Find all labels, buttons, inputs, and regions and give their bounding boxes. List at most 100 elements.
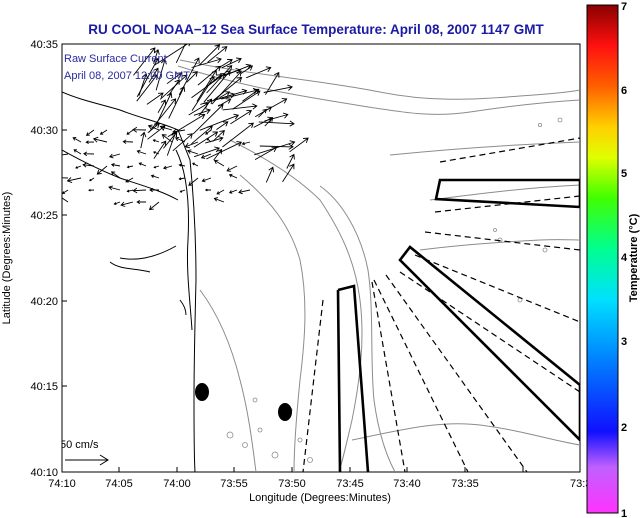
colorbar-tick: 5	[621, 168, 627, 180]
current-vector-arrow	[222, 68, 242, 76]
current-vector-arrow	[125, 177, 134, 183]
colorbar-tick: 2	[621, 422, 627, 434]
x-tick-label: 73:50	[278, 478, 306, 490]
current-vector-arrow	[166, 72, 183, 85]
current-vector-arrow	[146, 92, 164, 105]
current-vector-arrow	[222, 103, 258, 111]
current-vector-arrow	[241, 141, 251, 146]
current-vector-arrow	[178, 163, 186, 167]
current-vector-arrow	[172, 133, 193, 152]
current-vector-arrow	[136, 74, 158, 102]
current-vector-arrow	[75, 165, 82, 169]
x-tick-label: 73:45	[336, 478, 364, 490]
current-vector-arrow	[204, 188, 211, 192]
x-axis: 74:10 74:05 74:00 73:55 73:50 73:45 73:4…	[48, 467, 591, 504]
x-tick-label: 73:40	[393, 478, 421, 490]
current-vector-arrow	[172, 128, 186, 135]
x-tick-label: 74:10	[48, 478, 76, 490]
station-marker-2	[278, 403, 292, 421]
current-vector-arrow	[133, 47, 156, 76]
current-vector-arrow	[184, 141, 199, 149]
current-vector-arrow	[201, 177, 212, 183]
y-tick-label: 40:30	[30, 125, 58, 137]
x-tick-label: 73:35	[451, 478, 479, 490]
current-vector-arrow	[132, 126, 147, 133]
y-axis-label: Latitude (Degrees:Minutes)	[1, 192, 13, 325]
colorbar-tick: 3	[621, 336, 627, 348]
current-vector-arrow	[240, 65, 254, 75]
surface-current-vectors	[62, 44, 309, 211]
current-vector-arrow	[88, 188, 95, 192]
current-vector-arrow	[66, 177, 82, 184]
x-tick-label: 74:05	[105, 478, 133, 490]
current-vector-arrow	[85, 129, 95, 136]
current-vector-arrow	[113, 201, 121, 206]
current-vector-arrow	[149, 187, 159, 193]
current-vector-arrow	[258, 120, 295, 127]
current-vector-arrow	[213, 159, 225, 167]
current-vector-arrow	[120, 201, 134, 207]
current-vector-arrow	[136, 200, 146, 205]
current-vector-arrow	[264, 117, 274, 127]
current-vector-arrow	[122, 139, 134, 144]
current-vector-arrow	[216, 189, 225, 195]
current-vector-arrow	[289, 137, 309, 153]
current-vector-arrow	[85, 140, 95, 144]
current-vector-arrow	[193, 108, 211, 116]
current-vector-arrow	[132, 187, 147, 194]
current-vector-arrow	[179, 189, 186, 193]
current-vector-arrow	[178, 57, 200, 96]
current-vector-arrow	[62, 189, 69, 194]
current-vector-arrow	[110, 162, 121, 167]
current-vector-arrow	[259, 143, 294, 150]
current-vector-arrow	[221, 57, 242, 69]
speckle-contours	[226, 117, 563, 463]
current-vector-arrow	[200, 153, 212, 159]
sector-dashed-lines	[302, 137, 580, 472]
current-vector-arrow	[153, 49, 160, 64]
current-vector-arrow	[72, 136, 82, 143]
colorbar-tick: 4	[621, 252, 628, 264]
current-vector-arrow	[191, 57, 222, 68]
y-tick-label: 40:10	[30, 467, 58, 479]
current-vector-arrow	[218, 98, 232, 107]
current-vector-arrow	[82, 162, 95, 168]
current-vector-arrow	[192, 162, 199, 167]
current-vector-arrow	[286, 153, 295, 169]
current-vector-arrow	[148, 67, 159, 83]
current-vector-arrow	[205, 129, 212, 135]
current-vector-arrow	[152, 139, 160, 143]
current-vector-arrow	[62, 153, 69, 156]
figure-title: RU COOL NOAA−12 Sea Surface Temperature:…	[88, 22, 544, 37]
current-vector-arrow	[140, 131, 147, 149]
current-vector-arrow	[153, 165, 160, 169]
current-vector-arrow	[89, 177, 95, 182]
x-tick-label: 73:3	[570, 478, 591, 490]
current-vector-arrow	[110, 171, 121, 179]
current-vector-arrow	[197, 65, 222, 86]
colorbar-gradient	[586, 4, 619, 514]
current-vector-arrow	[207, 46, 228, 63]
y-tick-label: 40:20	[30, 296, 58, 308]
current-vector-arrow	[92, 136, 108, 143]
current-vector-arrow	[219, 91, 231, 99]
current-vector-arrow	[175, 44, 186, 63]
current-vector-arrow	[162, 165, 173, 170]
current-vector-arrow	[246, 66, 272, 79]
current-vector-arrow	[150, 174, 160, 179]
current-vector-arrow	[212, 130, 225, 142]
current-vector-arrow	[73, 149, 82, 155]
current-vector-arrow	[138, 162, 147, 167]
current-vector-arrow	[206, 141, 243, 160]
current-vector-arrow	[203, 70, 231, 103]
current-vector-arrow	[159, 74, 188, 100]
current-vector-arrow	[126, 165, 134, 169]
current-vector-arrow	[199, 113, 240, 131]
current-vector-arrow	[155, 58, 167, 91]
current-vector-arrow	[263, 84, 293, 93]
current-vector-arrow	[83, 151, 95, 157]
current-vector-arrow	[148, 98, 177, 133]
current-vector-arrow	[159, 125, 173, 131]
current-vector-arrow	[230, 110, 253, 125]
